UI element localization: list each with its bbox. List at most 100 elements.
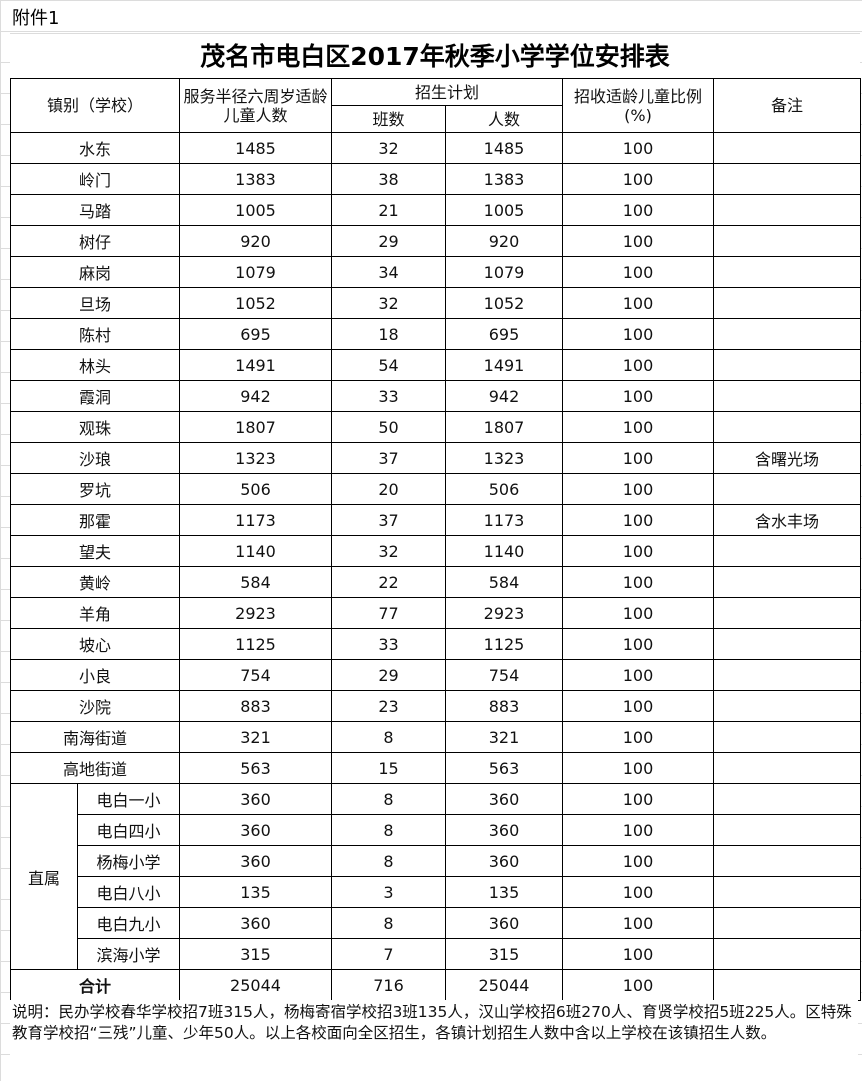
cell-classes: 77 [331, 597, 446, 629]
cell-ratio: 100 [562, 318, 714, 350]
cell-children-count: 695 [179, 318, 332, 350]
table-row: 小良 754 29 754 100 [10, 659, 861, 691]
cell-ratio: 100 [562, 752, 714, 784]
cell-ratio: 100 [562, 194, 714, 226]
cell-classes: 8 [331, 783, 446, 815]
cell-town: 黄岭 [10, 566, 180, 598]
cell-ratio: 100 [562, 845, 714, 877]
header-ratio: 招收适龄儿童比例(%) [562, 78, 714, 133]
table-row: 望夫 1140 32 1140 100 [10, 535, 861, 567]
cell-ratio: 100 [562, 442, 714, 474]
cell-people: 315 [445, 938, 563, 970]
header-town: 镇别（学校） [10, 78, 180, 133]
cell-ratio: 100 [562, 163, 714, 195]
cell-children-count: 1079 [179, 256, 332, 288]
cell-remark [713, 783, 861, 815]
cell-children-count: 754 [179, 659, 332, 691]
attachment-label: 附件1 [12, 8, 60, 29]
table-row: 坡心 1125 33 1125 100 [10, 628, 861, 660]
header-plan: 招生计划 [331, 78, 563, 106]
table-row: 沙琅 1323 37 1323 100 含曙光场 [10, 442, 861, 474]
cell-remark [713, 566, 861, 598]
cell-people: 321 [445, 721, 563, 753]
cell-town: 霞洞 [10, 380, 180, 412]
cell-ratio: 100 [562, 535, 714, 567]
cell-town: 观珠 [10, 411, 180, 443]
cell-ratio: 100 [562, 659, 714, 691]
cell-classes: 8 [331, 845, 446, 877]
cell-classes: 33 [331, 628, 446, 660]
cell-ratio: 100 [562, 411, 714, 443]
cell-remark [713, 473, 861, 505]
cell-town: 罗坑 [10, 473, 180, 505]
cell-ratio: 100 [562, 814, 714, 846]
cell-classes: 37 [331, 442, 446, 474]
cell-remark [713, 721, 861, 753]
cell-remark [713, 349, 861, 381]
cell-remark [713, 132, 861, 164]
cell-town: 高地街道 [10, 752, 180, 784]
cell-town: 望夫 [10, 535, 180, 567]
cell-children-count: 1485 [179, 132, 332, 164]
cell-classes: 38 [331, 163, 446, 195]
cell-town: 马踏 [10, 194, 180, 226]
table-row: 高地街道 563 15 563 100 [10, 752, 861, 784]
cell-people: 1140 [445, 535, 563, 567]
total-row: 合计 25044 716 25044 100 [10, 969, 861, 1001]
table-row: 陈村 695 18 695 100 [10, 318, 861, 350]
cell-children-count: 563 [179, 752, 332, 784]
cell-people: 695 [445, 318, 563, 350]
cell-ratio: 100 [562, 225, 714, 257]
cell-ratio: 100 [562, 256, 714, 288]
cell-children-count: 1052 [179, 287, 332, 319]
cell-town: 沙琅 [10, 442, 180, 474]
cell-classes: 8 [331, 907, 446, 939]
cell-classes: 21 [331, 194, 446, 226]
table-row: 电白四小 360 8 360 100 [11, 814, 861, 846]
cell-remark [713, 752, 861, 784]
cell-people: 360 [445, 845, 563, 877]
cell-remark [713, 256, 861, 288]
cell-remark [713, 690, 861, 722]
cell-children-count: 1491 [179, 349, 332, 381]
cell-remark: 含曙光场 [713, 442, 861, 474]
cell-remark [713, 194, 861, 226]
cell-ratio: 100 [562, 566, 714, 598]
table-row: 沙院 883 23 883 100 [10, 690, 861, 722]
cell-classes: 22 [331, 566, 446, 598]
cell-children-count: 1383 [179, 163, 332, 195]
cell-town: 电白一小 [77, 783, 180, 815]
cell-people: 135 [445, 876, 563, 908]
cell-people: 1383 [445, 163, 563, 195]
cell-town: 杨梅小学 [77, 845, 180, 877]
cell-town: 小良 [10, 659, 180, 691]
cell-town: 沙院 [10, 690, 180, 722]
cell-remark [713, 845, 861, 877]
cell-children-count: 135 [179, 876, 332, 908]
cell-people: 1079 [445, 256, 563, 288]
total-remark [713, 969, 861, 1001]
cell-people: 563 [445, 752, 563, 784]
cell-town: 坡心 [10, 628, 180, 660]
total-town: 合计 [10, 969, 180, 1001]
table-row: 那霍 1173 37 1173 100 含水丰场 [10, 504, 861, 536]
cell-ratio: 100 [562, 504, 714, 536]
cell-remark [713, 411, 861, 443]
header-children: 服务半径六周岁适龄儿童人数 [179, 78, 332, 133]
cell-children-count: 360 [179, 845, 332, 877]
cell-classes: 54 [331, 349, 446, 381]
cell-ratio: 100 [562, 349, 714, 381]
cell-remark [713, 163, 861, 195]
cell-people: 360 [445, 814, 563, 846]
cell-classes: 32 [331, 535, 446, 567]
cell-classes: 33 [331, 380, 446, 412]
cell-people: 360 [445, 783, 563, 815]
total-classes: 716 [331, 969, 446, 1001]
table-row: 杨梅小学 360 8 360 100 [11, 845, 861, 877]
cell-people: 942 [445, 380, 563, 412]
cell-remark [713, 535, 861, 567]
cell-people: 754 [445, 659, 563, 691]
cell-children-count: 1125 [179, 628, 332, 660]
cell-ratio: 100 [562, 907, 714, 939]
